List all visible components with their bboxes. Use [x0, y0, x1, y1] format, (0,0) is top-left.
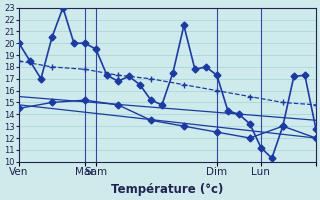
X-axis label: Température (°c): Température (°c)	[111, 183, 224, 196]
